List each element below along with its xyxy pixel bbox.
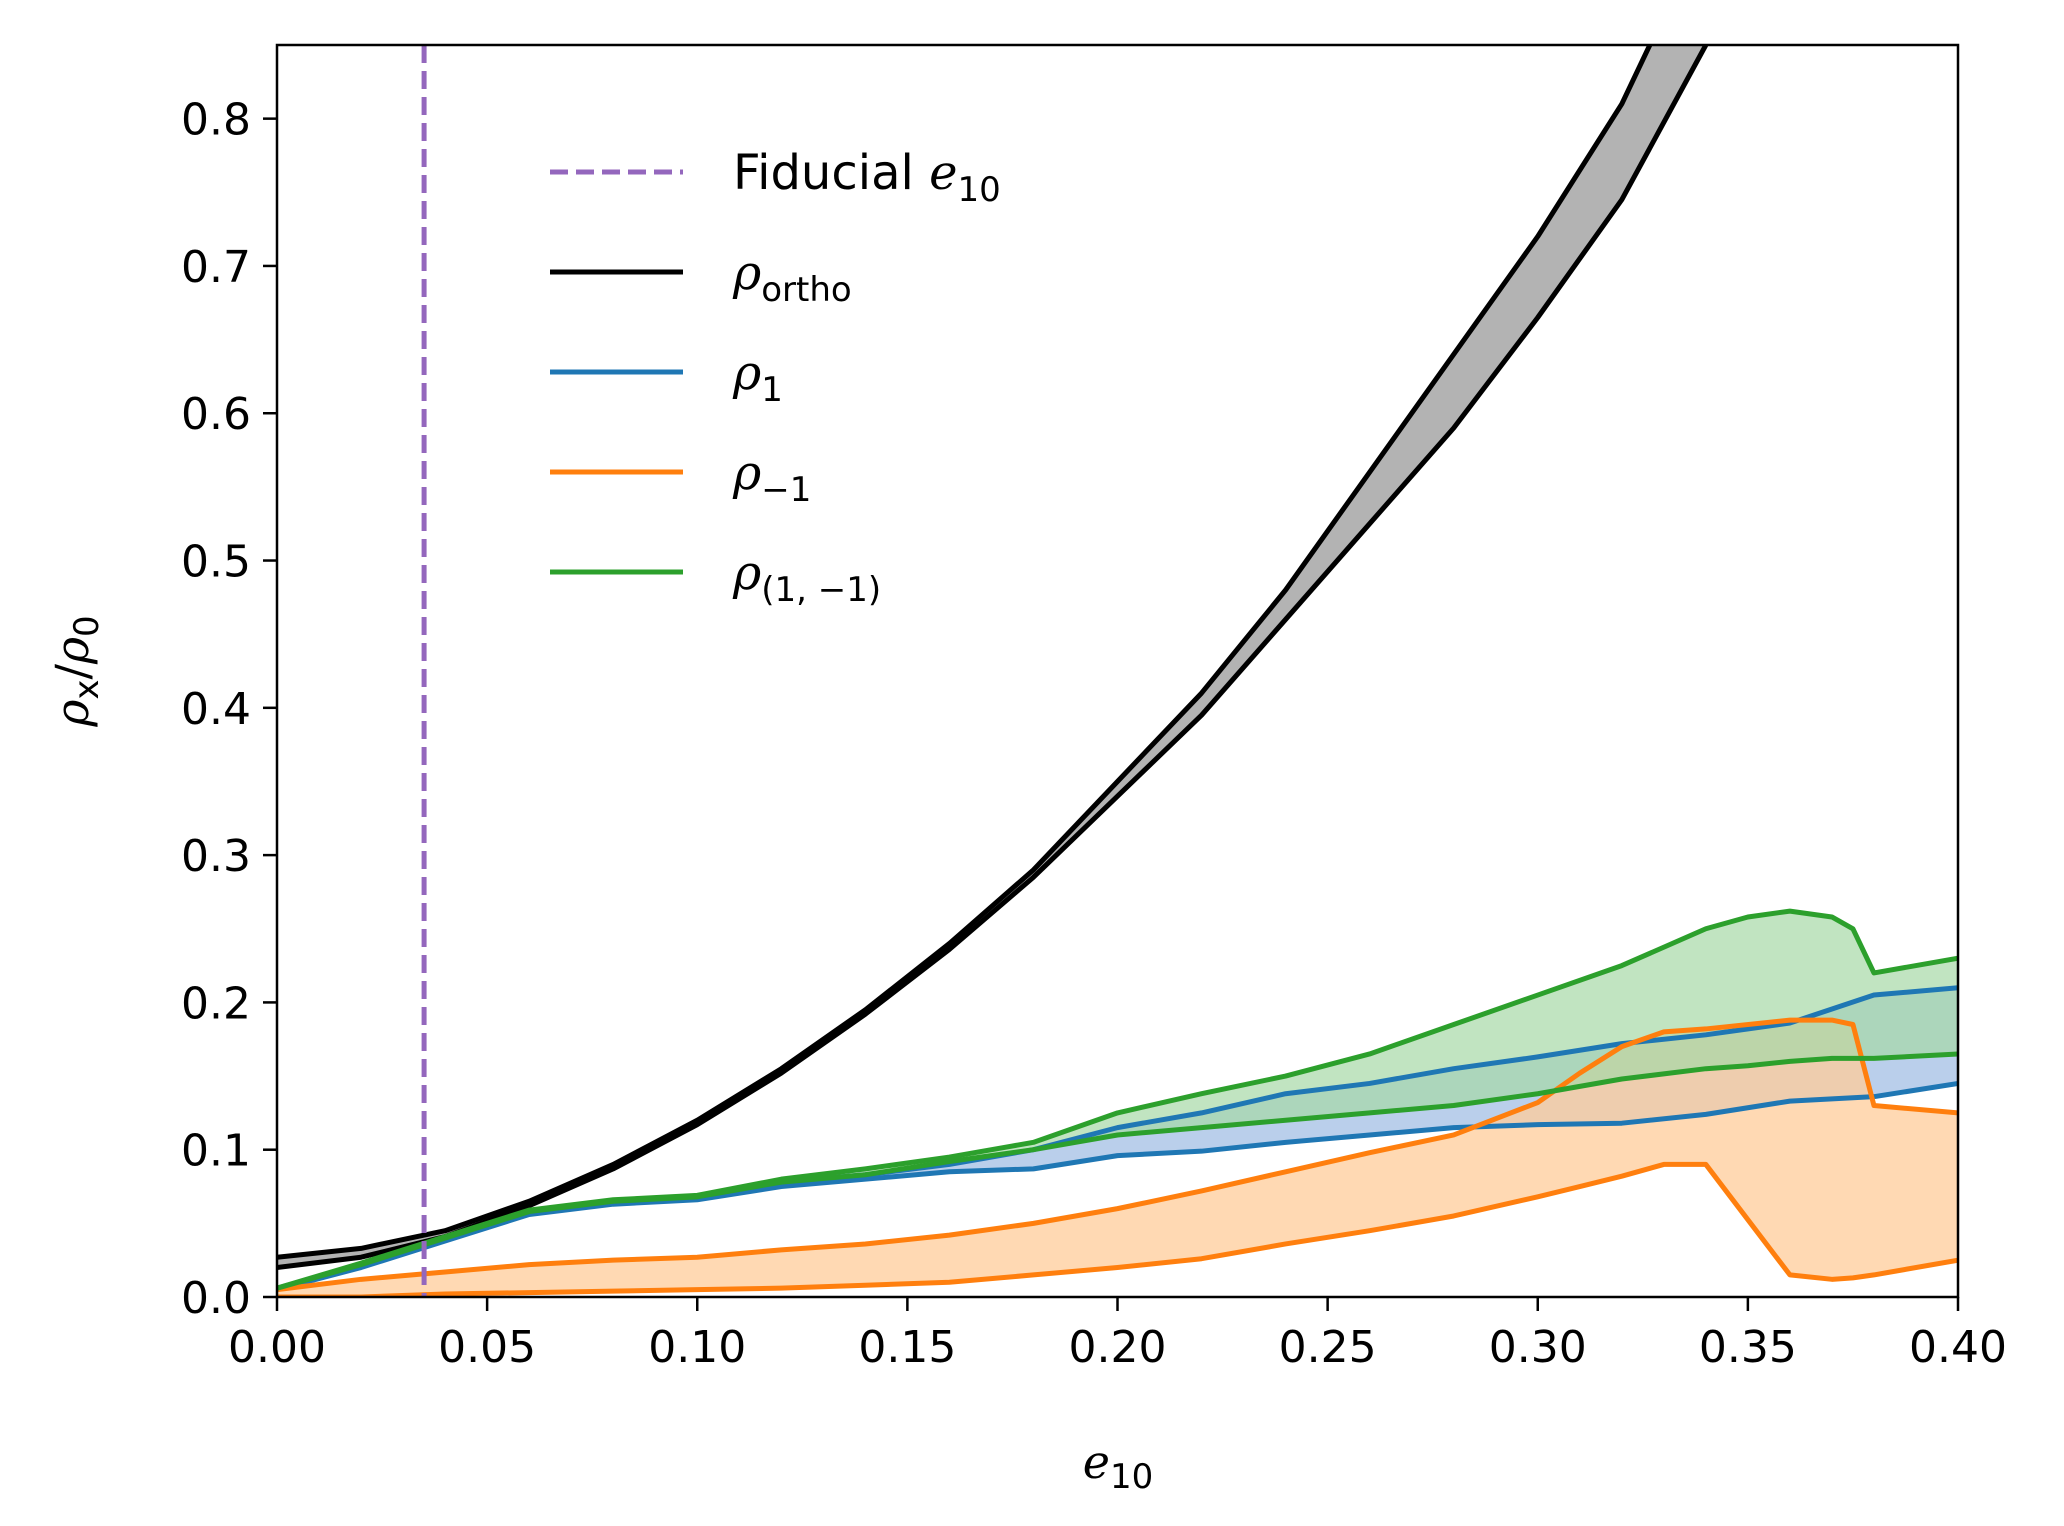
legend-label-rhom1: ρ−1 [732,445,811,510]
y-axis-label: ρx/ρ0 [45,615,107,727]
x-axis-ticks: 0.00 0.05 0.10 0.15 0.20 0.25 0.30 0.35 0.40 [228,1297,2007,1373]
y-axis-label-base: ρ [45,700,99,728]
y-axis-label-base2: ρ [45,637,99,665]
y-tick-label: 0.6 [181,389,251,440]
x-tick-label: 0.25 [1279,1322,1377,1373]
y-tick-label: 0.0 [181,1273,251,1324]
x-tick-label: 0.15 [858,1322,956,1373]
legend: Fiducial e10 ρortho ρ1 ρ−1 ρ(1, −1) [550,145,1001,610]
legend-label-fiducial: Fiducial e10 [733,145,1001,210]
line-lower-ortho [277,45,1709,1271]
y-tick-label: 0.4 [181,684,251,735]
x-axis-label-base: e [1083,1435,1110,1489]
x-tick-label: 0.35 [1699,1322,1797,1373]
y-tick-label: 0.2 [181,978,251,1029]
y-tick-label: 0.3 [181,831,251,882]
x-tick-label: 0.05 [438,1322,536,1373]
x-tick-label: 0.00 [228,1322,326,1373]
line-upper-rhom1 [277,1017,1958,1293]
x-tick-label: 0.40 [1909,1322,2007,1373]
line-lower-rho1m1 [277,1051,1958,1291]
y-tick-label: 0.5 [181,537,251,588]
y-tick-label: 0.7 [181,242,251,293]
y-axis-ticks: 0.0 0.1 0.2 0.3 0.4 0.5 0.6 0.7 0.8 [181,95,277,1324]
line-upper-ortho [277,45,1653,1260]
legend-label-rho1: ρ1 [732,345,783,410]
series-lines [277,45,1958,1297]
x-tick-label: 0.20 [1069,1322,1167,1373]
band-rho1m1 [277,911,1958,1289]
line-lower-rhom1 [277,1161,1958,1297]
x-axis-label: e10 [1083,1435,1154,1497]
legend-label-rho1m1: ρ(1, −1) [732,545,881,610]
x-axis-label-sub: 10 [1110,1457,1153,1497]
y-tick-label: 0.8 [181,95,251,146]
y-axis-label-sep: / [45,664,99,680]
y-axis-label-sub: x [67,680,107,700]
y-tick-label: 0.1 [181,1126,251,1177]
line-lower-rho1 [277,1080,1958,1293]
x-tick-label: 0.10 [648,1322,746,1373]
x-tick-label: 0.30 [1489,1322,1587,1373]
y-axis-label-sub2: 0 [67,615,107,637]
band-fills [277,45,1958,1297]
legend-label-ortho: ρortho [732,245,852,310]
